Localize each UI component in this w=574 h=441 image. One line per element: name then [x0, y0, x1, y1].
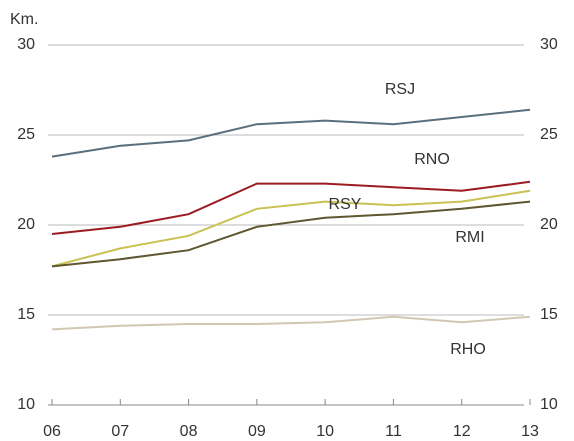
y-tick-label: 20 — [17, 216, 35, 233]
x-tick-label: 07 — [111, 423, 129, 440]
x-tick-label: 06 — [43, 423, 61, 440]
y2-tick-label: 10 — [540, 396, 558, 413]
x-tick-label: 08 — [180, 423, 198, 440]
series-line — [51, 108, 531, 158]
y-tick-label: 15 — [17, 306, 35, 323]
y2-tick-label: 25 — [540, 126, 558, 143]
y-tick-label: 30 — [17, 36, 35, 53]
series-label: RSY — [329, 196, 362, 213]
series-line — [51, 189, 531, 268]
x-tick-label: 13 — [521, 423, 539, 440]
x-tick-label: 10 — [316, 423, 334, 440]
y-tick-label: 10 — [17, 396, 35, 413]
y-tick-label: 25 — [17, 126, 35, 143]
y2-tick-label: 20 — [540, 216, 558, 233]
series-label: RSJ — [385, 81, 415, 98]
series-label: RMI — [455, 229, 484, 246]
series-line — [51, 180, 531, 235]
series-line — [51, 200, 531, 268]
x-tick-label: 12 — [453, 423, 471, 440]
series-label: RNO — [414, 151, 450, 168]
y2-tick-label: 30 — [540, 36, 558, 53]
series-label: RHO — [450, 341, 486, 358]
y2-tick-label: 15 — [540, 306, 558, 323]
y-axis-label: Km. — [10, 11, 38, 28]
x-tick-label: 11 — [385, 423, 402, 440]
x-tick-label: 09 — [248, 423, 266, 440]
series-line — [51, 315, 531, 331]
